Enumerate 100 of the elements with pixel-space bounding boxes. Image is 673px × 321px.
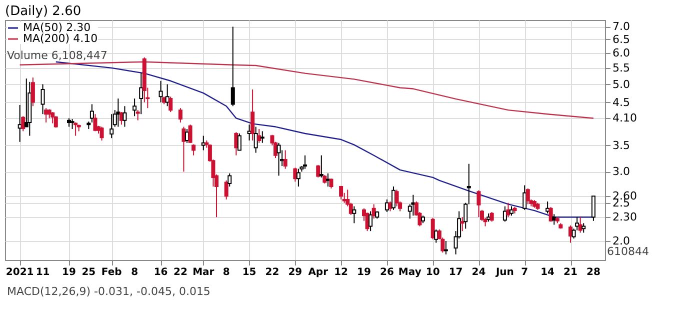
candlestick: [93, 114, 98, 132]
candlestick: [90, 104, 94, 123]
x-tick-label: 7: [521, 267, 528, 278]
x-tick-label: 16: [154, 267, 168, 278]
candlestick: [510, 206, 514, 216]
candlestick: [230, 26, 235, 107]
candlestick: [168, 96, 173, 113]
annotation: Volume 6,108,447: [7, 49, 108, 62]
y-tick-label: 4.10: [612, 112, 637, 125]
candlestick: [522, 184, 527, 210]
candlestick: [283, 150, 288, 170]
x-tick-label: 15: [242, 267, 256, 278]
x-tick-label: 19: [62, 267, 76, 278]
candlestick: [303, 154, 307, 170]
candlestick: [591, 196, 596, 222]
x-tick-label: Apr: [308, 267, 328, 278]
text: 610844: [607, 245, 649, 258]
candlestick: [116, 98, 120, 128]
x-tick-label: 11: [36, 267, 50, 278]
x-tick-label: 19: [357, 267, 371, 278]
candlestick: [552, 214, 556, 226]
candlestick: [444, 240, 448, 255]
chart-title: (Daily) 2.60: [5, 4, 82, 19]
candlestick: [228, 172, 232, 188]
x-tick-label: 25: [82, 267, 96, 278]
candlestick: [30, 77, 35, 107]
candlestick: [460, 216, 464, 232]
candlestick: [40, 84, 45, 115]
x-tick-label: 22: [265, 267, 280, 278]
x-tick-label: 14: [540, 267, 555, 278]
legend-label: MA(200) 4.10: [23, 32, 98, 45]
x-tick-label: 12: [334, 267, 348, 278]
candlestick: [368, 210, 373, 232]
y-tick-label: 2.30: [612, 210, 637, 224]
y-tick-label: 5.0: [612, 78, 630, 91]
x-tick-label: 29: [288, 267, 302, 278]
y-tick-label: 6.0: [612, 46, 630, 60]
candlestick: [388, 200, 392, 212]
candlestick: [257, 128, 262, 144]
candlestick: [490, 211, 494, 222]
candlestick: [192, 144, 196, 156]
candlestick: [568, 224, 572, 244]
candlestick: [50, 112, 55, 124]
candlestick: [582, 222, 586, 234]
candlestick: [326, 172, 330, 188]
x-tick-label: Jun: [494, 267, 514, 278]
candlestick: [548, 206, 553, 222]
y-tick-label: 5.5: [612, 61, 630, 74]
candlestick: [224, 180, 228, 200]
candlestick: [136, 110, 140, 121]
x-tick-label: 8: [131, 267, 138, 278]
candlestick: [158, 80, 163, 103]
candlestick: [260, 130, 264, 144]
x-tick-label: Mar: [192, 267, 214, 278]
candlestick: [296, 168, 300, 188]
candlestick: [578, 216, 582, 234]
x-tick-label: 24: [472, 267, 486, 278]
candlestick: [254, 126, 258, 154]
x-tick-label: 2021: [6, 267, 34, 278]
candlestick: [352, 206, 356, 224]
y-tick-label: 3.5: [612, 138, 630, 152]
candlestick: [74, 122, 78, 136]
candlestick: [319, 154, 324, 178]
candlestick: [132, 98, 137, 117]
candlestick: [316, 164, 320, 178]
candlestick: [392, 186, 396, 210]
x-tick-label: Feb: [101, 267, 122, 278]
candlestick: [100, 126, 104, 141]
candlestick: [526, 188, 530, 205]
candlestick: [21, 116, 26, 132]
candlestick: [165, 84, 170, 107]
legend-label: MA(50) 2.30: [23, 21, 91, 34]
candlestick: [201, 135, 206, 151]
candlestick: [506, 202, 510, 218]
candlestick: [188, 124, 192, 144]
line-series: [19, 61, 594, 119]
y-tick-label: 3.0: [612, 165, 630, 178]
x-tick-label: 22: [173, 267, 188, 278]
candlestick: [276, 142, 281, 176]
y-tick-label: 4.5: [612, 96, 630, 109]
candlestick: [122, 106, 127, 128]
candlestick: [430, 217, 435, 240]
x-tick-label: 17: [448, 267, 463, 278]
text: MACD(12,26,9) -0.031, -0.045, 0.015: [7, 285, 210, 298]
x-tick-label: 21: [564, 267, 578, 278]
candlestick: [476, 190, 481, 218]
x-tick-label: 8: [222, 267, 230, 278]
x-tick-label: 26: [380, 267, 394, 278]
candlestick: [70, 118, 74, 130]
candlestick: [182, 126, 186, 172]
x-tick-label: 28: [586, 267, 600, 278]
candlestick: [434, 228, 438, 244]
candlestick: [178, 108, 182, 123]
candlestick: [44, 108, 48, 123]
candlestick: [110, 114, 114, 139]
candlestick: [185, 128, 189, 144]
candlestick: [234, 132, 238, 156]
candlestick: [237, 132, 242, 151]
y-tick-label: 7.0: [612, 20, 630, 34]
candlestick: [339, 185, 344, 200]
